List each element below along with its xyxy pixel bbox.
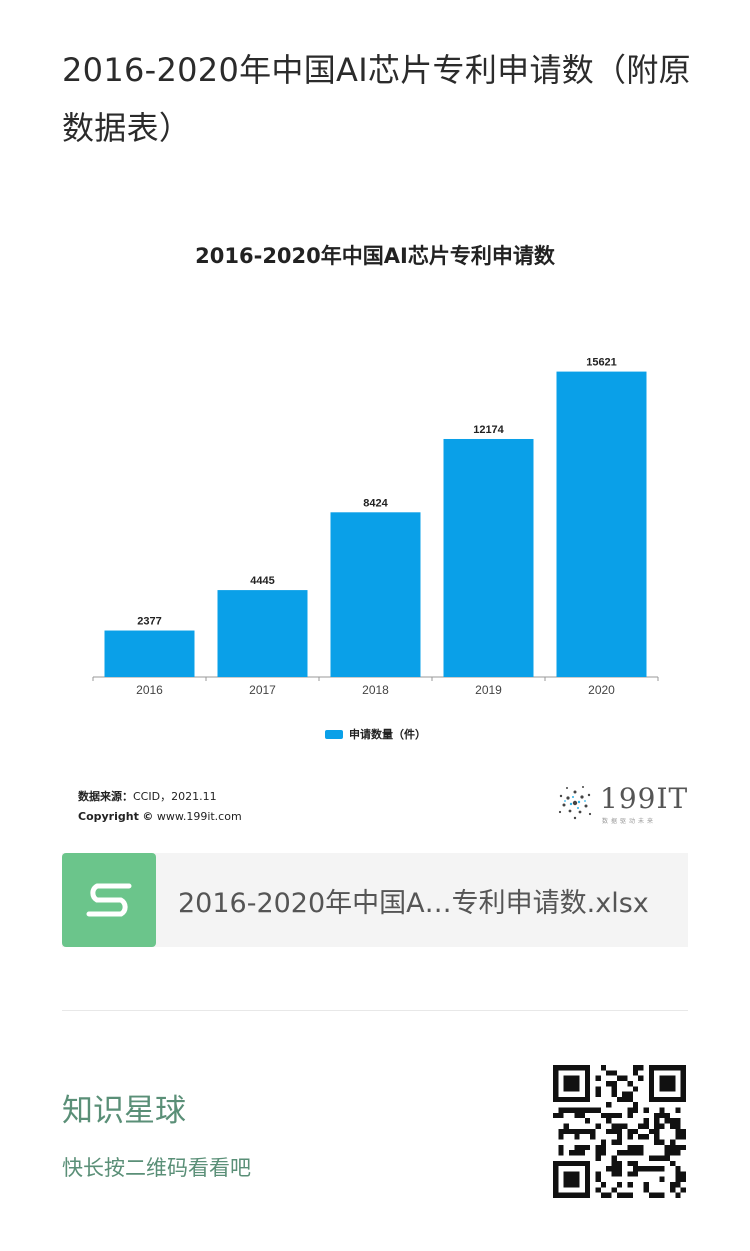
qr-code-icon[interactable] bbox=[553, 1065, 686, 1198]
legend-label: 申请数量（件） bbox=[349, 728, 426, 741]
bar-2017 bbox=[217, 590, 308, 677]
section-divider bbox=[62, 1010, 688, 1011]
bar-2018 bbox=[330, 512, 421, 677]
data-label-2016: 2377 bbox=[137, 616, 161, 628]
x-tick-label-2016: 2016 bbox=[136, 683, 163, 697]
x-tick-label-2019: 2019 bbox=[475, 683, 502, 697]
chart-legend: 申请数量（件） bbox=[325, 726, 426, 742]
data-label-2020: 15621 bbox=[586, 357, 617, 369]
data-label-2017: 4445 bbox=[250, 575, 274, 587]
copyright-symbol: © bbox=[142, 810, 154, 823]
x-tick-label-2020: 2020 bbox=[588, 683, 615, 697]
source-value: CCID，2021.11 bbox=[133, 790, 217, 803]
footer-subtitle: 快长按二维码看看吧 bbox=[62, 1156, 251, 1180]
data-label-2018: 8424 bbox=[363, 497, 388, 509]
data-label-2019: 12174 bbox=[473, 424, 504, 436]
attachment-card[interactable]: 2016-2020年中国A…专利申请数.xlsx bbox=[62, 853, 688, 947]
brand-logo: 199IT 数据驱动未来 bbox=[552, 780, 687, 828]
chart-source: 数据来源：CCID，2021.11 Copyright © www.199it.… bbox=[78, 787, 242, 827]
copyright-label: Copyright bbox=[78, 810, 139, 823]
brand-tagline: 数据驱动未来 bbox=[602, 818, 657, 825]
chart-image[interactable]: 2016-2020年中国AI芯片专利申请数 2377 2016 4445 2017 84… bbox=[40, 215, 710, 845]
bar-2020 bbox=[556, 371, 647, 677]
attachment-file-name: 2016-2020年中国A…专利申请数.xlsx bbox=[178, 887, 649, 919]
copyright-site: www.199it.com bbox=[156, 810, 242, 823]
article-title: 2016-2020年中国AI芯片专利申请数（附原数据表） bbox=[62, 51, 691, 148]
dandelion-logo-icon bbox=[558, 786, 592, 820]
source-label: 数据来源： bbox=[78, 790, 133, 803]
legend-swatch bbox=[325, 729, 343, 739]
chart-title: 2016-2020年中国AI芯片专利申请数 bbox=[195, 244, 555, 268]
bar-2019 bbox=[443, 438, 534, 677]
spreadsheet-s-icon bbox=[62, 853, 156, 947]
x-tick-label-2017: 2017 bbox=[249, 683, 276, 697]
bar-2016 bbox=[104, 630, 195, 677]
brand-name: 199IT bbox=[600, 782, 689, 815]
x-tick-label-2018: 2018 bbox=[362, 683, 389, 697]
bar-chart: 2377 2016 4445 2017 8424 2018 12174 2019 15621 20… bbox=[92, 357, 659, 697]
footer-title: 知识星球 bbox=[62, 1093, 186, 1129]
